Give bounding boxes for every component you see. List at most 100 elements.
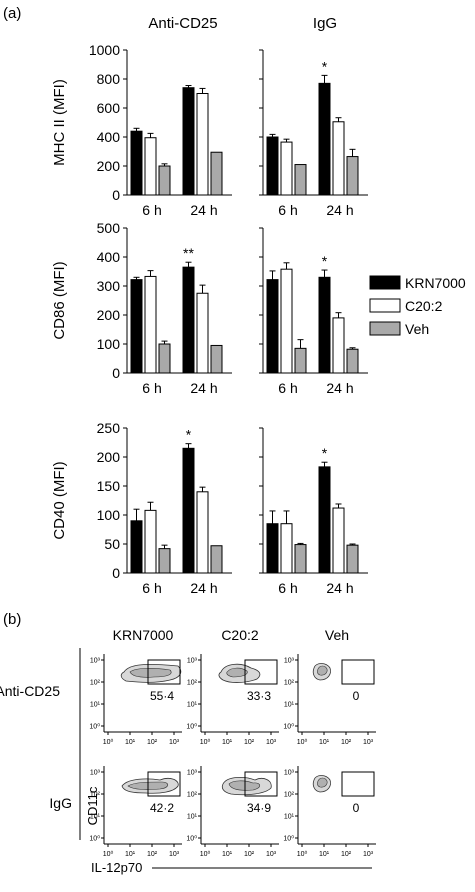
x-tick-label: 24 h <box>190 580 217 596</box>
bar-panel-1-0: 0 100 200 300 400 500 6 h ** 24 h <box>97 220 232 396</box>
legend-swatch-2 <box>369 321 401 336</box>
flow-x-tick-label: 10⁰ <box>297 850 308 858</box>
flow-y-tick-label: 10² <box>284 680 295 687</box>
bar-c202-1 <box>196 491 209 574</box>
flow-y-tick-label: 10¹ <box>187 814 198 821</box>
contour-inner <box>317 665 328 676</box>
legend-label-0: KRN7000 <box>405 275 466 291</box>
x-tick-label: 6 h <box>278 380 297 396</box>
bar-veh-1 <box>346 156 359 196</box>
density-contour <box>120 663 182 683</box>
legend-label-1: C20:2 <box>405 298 443 314</box>
flow-y-tick-label: 10⁰ <box>89 723 100 731</box>
y-tick-label: 800 <box>97 71 121 87</box>
bar-chart-row-2: CD40 (MFI) 0 50 100 150 200 250 6 h * 24 h 6 h * 24 … <box>51 420 368 596</box>
contour-inner <box>226 667 248 678</box>
flow-x-tick-label: 10¹ <box>319 851 330 858</box>
flow-x-tick-label: 10¹ <box>319 739 330 746</box>
y-tick-label: 100 <box>97 507 121 523</box>
bar-c202-1 <box>196 93 209 196</box>
y-tick-label: 1000 <box>89 42 120 58</box>
bar-chart-row-1: CD86 (MFI) 0 100 200 300 400 500 6 h ** 24 h 6 h * 2… <box>51 220 368 396</box>
bar-veh-1 <box>210 344 223 374</box>
x-tick-label: 24 h <box>190 380 217 396</box>
bar-veh-0 <box>158 343 171 374</box>
flow-y-tick-label: 10³ <box>284 770 295 777</box>
bar-krn7000-0 <box>130 130 143 196</box>
bar-veh-1 <box>210 151 223 196</box>
bar-krn7000-1 <box>318 82 331 196</box>
bar-c202-0 <box>280 523 293 574</box>
density-contour <box>121 778 179 794</box>
flow-y-tick-label: 10³ <box>187 658 198 665</box>
bar-panel-2-0: 0 50 100 150 200 250 6 h * 24 h <box>97 420 232 596</box>
flow-x-tick-label: 10³ <box>169 739 180 746</box>
flow-y-tick-label: 10² <box>187 680 198 687</box>
y-axis-label: MHC II (MFI) <box>51 79 68 166</box>
legend-label-2: Veh <box>405 321 429 337</box>
flow-y-axis-label: CD11c <box>85 786 100 825</box>
significance-mark: ** <box>183 245 194 261</box>
x-tick-label: 24 h <box>326 380 353 396</box>
flow-x-tick-label: 10³ <box>363 851 374 858</box>
bar-veh-0 <box>158 548 171 574</box>
y-tick-label: 100 <box>97 336 121 352</box>
flow-x-tick-label: 10³ <box>363 739 374 746</box>
flow-y-tick-label: 10³ <box>187 770 198 777</box>
flow-y-tick-label: 10² <box>90 792 101 799</box>
x-tick-label: 6 h <box>142 580 161 596</box>
y-axis-label: CD86 (MFI) <box>51 261 68 339</box>
significance-mark: * <box>322 253 328 269</box>
flow-y-tick-label: 10² <box>284 792 295 799</box>
contour-inner <box>317 777 328 788</box>
bar-panel-0-1: 6 h * 24 h <box>259 49 368 218</box>
legend: KRN7000 C20:2 Veh <box>369 275 466 337</box>
flow-column-title-1: C20:2 <box>221 627 259 643</box>
flow-y-tick-label: 10³ <box>90 658 101 665</box>
flow-row-label-1: IgG <box>49 795 72 811</box>
bar-veh-0 <box>294 544 307 574</box>
column-title-igg: IgG <box>313 15 337 32</box>
y-axis-label: CD40 (MFI) <box>51 461 68 539</box>
bar-veh-0 <box>294 347 307 374</box>
bar-veh-1 <box>346 348 359 374</box>
gate-percentage: 33·3 <box>247 689 271 703</box>
flow-x-tick-label: 10¹ <box>222 851 233 858</box>
gate-box <box>147 659 181 685</box>
significance-mark: * <box>322 58 328 74</box>
x-tick-label: 24 h <box>190 202 217 218</box>
legend-swatch-0 <box>369 275 401 290</box>
flow-x-tick-label: 10² <box>341 851 352 858</box>
y-tick-label: 600 <box>97 100 121 116</box>
significance-mark: * <box>322 445 328 461</box>
flow-y-tick-label: 10¹ <box>90 814 101 821</box>
bar-panel-1-1: 6 h * 24 h <box>259 227 368 396</box>
flow-y-tick-label: 10¹ <box>187 702 198 709</box>
flow-x-tick-label: 10⁰ <box>200 850 211 858</box>
y-tick-label: 200 <box>97 307 121 323</box>
gate-box <box>147 771 181 797</box>
x-tick-label: 24 h <box>326 202 353 218</box>
panel-label-a: (a) <box>3 5 21 22</box>
y-tick-label: 200 <box>97 158 121 174</box>
flow-y-tick-label: 10² <box>90 680 101 687</box>
bar-c202-1 <box>332 317 345 374</box>
gate-percentage: 34·9 <box>247 801 271 815</box>
gate-box <box>341 659 375 685</box>
bar-c202-0 <box>280 141 293 196</box>
flow-x-tick-label: 10² <box>147 739 158 746</box>
bar-krn7000-1 <box>182 266 195 374</box>
y-tick-label: 150 <box>97 478 121 494</box>
y-tick-label: 50 <box>104 536 120 552</box>
flow-y-tick-label: 10⁰ <box>186 723 197 731</box>
flow-x-tick-label: 10² <box>244 739 255 746</box>
bar-krn7000-0 <box>130 279 143 374</box>
bar-c202-0 <box>280 268 293 374</box>
density-contour <box>221 776 272 796</box>
bar-panel-0-0: 0 200 400 600 800 1000 6 h 24 h <box>89 42 232 218</box>
flow-column-title-2: Veh <box>325 627 349 643</box>
flow-y-tick-label: 10¹ <box>90 702 101 709</box>
